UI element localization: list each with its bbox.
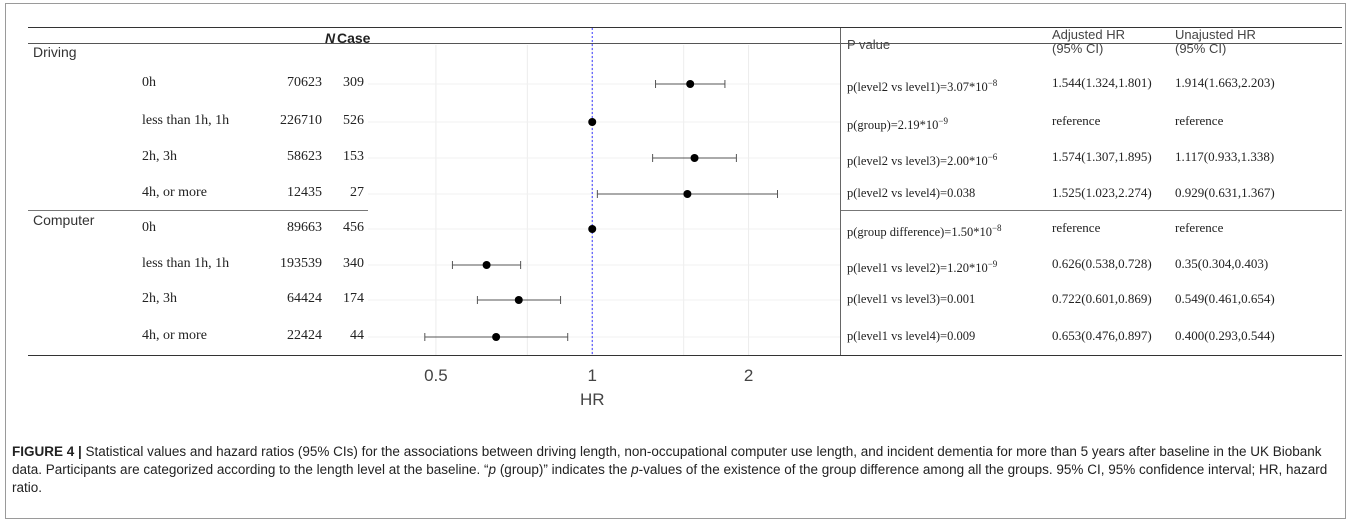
row-p-value: p(level1 vs level4)=0.009 bbox=[847, 328, 975, 344]
p-value-exponent: −9 bbox=[987, 259, 998, 269]
caption-text-c: -values of the existence of the group di… bbox=[12, 462, 1328, 495]
group-label-computer: Computer bbox=[33, 212, 95, 228]
x-tick-label: 1 bbox=[587, 366, 596, 385]
row-level: 4h, or more bbox=[142, 185, 207, 200]
row-n: 226710 bbox=[280, 113, 322, 128]
row-case: 27 bbox=[350, 185, 364, 200]
header-case: Case bbox=[337, 30, 371, 46]
table-bottom-rule bbox=[28, 355, 1342, 356]
row-p-value: p(group difference)=1.50*10−8 bbox=[847, 220, 1002, 240]
row-case: 456 bbox=[343, 220, 364, 235]
p-value-exponent: −8 bbox=[991, 223, 1002, 233]
row-level: less than 1h, 1h bbox=[142, 256, 230, 271]
group-divider-left bbox=[28, 210, 368, 211]
hr-point bbox=[492, 333, 501, 341]
row-unadjusted-hr: 0.400(0.293,0.544) bbox=[1175, 328, 1275, 343]
caption-text-b: (group)” indicates the bbox=[496, 462, 632, 477]
row-case: 174 bbox=[343, 291, 364, 306]
header-adjusted-hr-1: Adjusted HR bbox=[1052, 27, 1125, 42]
caption-label: FIGURE 4 | bbox=[12, 444, 82, 459]
figure-frame bbox=[5, 3, 1346, 519]
row-level: 2h, 3h bbox=[142, 149, 177, 164]
caption-text-a: Statistical values and hazard ratios (95… bbox=[12, 444, 1322, 477]
p-value-text: p(group)=2.19*10 bbox=[847, 118, 939, 133]
x-tick-label: 2 bbox=[744, 366, 753, 385]
p-value-text: p(level2 vs level4)=0.038 bbox=[847, 186, 976, 200]
p-value-exponent: −9 bbox=[938, 116, 948, 126]
row-adjusted-hr: 0.626(0.538,0.728) bbox=[1052, 256, 1152, 271]
header-adjusted-hr-2: (95% CI) bbox=[1052, 41, 1104, 56]
caption-p-italic: p bbox=[488, 462, 497, 477]
hr-point bbox=[482, 261, 491, 269]
row-unadjusted-hr: 0.929(0.631,1.367) bbox=[1175, 185, 1275, 200]
p-value-text: p(level2 vs level3)=2.00*10 bbox=[847, 154, 988, 169]
row-p-value: p(level2 vs level3)=2.00*10−6 bbox=[847, 149, 997, 169]
row-level: 2h, 3h bbox=[142, 291, 177, 306]
hr-point bbox=[690, 154, 699, 162]
pvalue-column-divider bbox=[840, 28, 841, 355]
p-value-text: p(level2 vs level1)=3.07*10 bbox=[847, 80, 988, 95]
row-case: 526 bbox=[343, 113, 364, 128]
row-unadjusted-hr: 0.549(0.461,0.654) bbox=[1175, 291, 1275, 306]
row-n: 22424 bbox=[287, 328, 322, 343]
header-unadjusted-hr-1: Unajusted HR bbox=[1175, 27, 1256, 42]
row-case: 153 bbox=[343, 149, 364, 164]
group-label-driving: Driving bbox=[33, 44, 77, 60]
row-adjusted-hr: 0.653(0.476,0.897) bbox=[1052, 328, 1152, 343]
row-unadjusted-hr: reference bbox=[1175, 220, 1224, 235]
header-rule-left bbox=[28, 43, 840, 44]
row-unadjusted-hr: 0.35(0.304,0.403) bbox=[1175, 256, 1269, 271]
row-unadjusted-hr: 1.117(0.933,1.338) bbox=[1175, 149, 1275, 164]
header-rule-right bbox=[840, 43, 1342, 44]
row-n: 58623 bbox=[287, 149, 322, 164]
row-n: 70623 bbox=[287, 75, 322, 90]
p-value-exponent: −8 bbox=[987, 78, 998, 88]
row-p-value: p(level1 vs level2)=1.20*10−9 bbox=[847, 256, 997, 276]
x-axis-label: HR bbox=[580, 390, 605, 409]
row-level: 0h bbox=[142, 220, 156, 235]
row-level: 4h, or more bbox=[142, 328, 207, 343]
row-n: 89663 bbox=[287, 220, 322, 235]
row-adjusted-hr: 0.722(0.601,0.869) bbox=[1052, 291, 1152, 306]
caption-p-italic-2: p bbox=[631, 462, 639, 477]
p-value-text: p(level1 vs level4)=0.009 bbox=[847, 329, 976, 343]
table-top-rule bbox=[28, 27, 1342, 28]
header-unadjusted-hr-2: (95% CI) bbox=[1175, 41, 1227, 56]
group-divider-right bbox=[840, 210, 1342, 211]
row-adjusted-hr: reference bbox=[1052, 220, 1101, 235]
p-value-exponent: −6 bbox=[987, 152, 998, 162]
x-tick-label: 0.5 bbox=[424, 366, 448, 385]
p-value-text: p(group difference)=1.50*10 bbox=[847, 225, 992, 240]
row-adjusted-hr: reference bbox=[1052, 113, 1101, 128]
hr-point bbox=[588, 118, 597, 126]
row-unadjusted-hr: 1.914(1.663,2.203) bbox=[1175, 75, 1275, 90]
row-n: 64424 bbox=[287, 291, 322, 306]
hr-point bbox=[686, 80, 695, 88]
row-adjusted-hr: 1.574(1.307,1.895) bbox=[1052, 149, 1152, 164]
hr-point bbox=[588, 225, 597, 233]
row-adjusted-hr: 1.525(1.023,2.274) bbox=[1052, 185, 1152, 200]
row-case: 309 bbox=[343, 75, 364, 90]
hr-point bbox=[514, 296, 523, 304]
hr-point bbox=[683, 190, 692, 198]
row-case: 44 bbox=[350, 328, 364, 343]
row-adjusted-hr: 1.544(1.324,1.801) bbox=[1052, 75, 1152, 90]
row-n: 12435 bbox=[287, 185, 322, 200]
row-unadjusted-hr: reference bbox=[1175, 113, 1224, 128]
header-p-value: P value bbox=[847, 37, 891, 52]
header-n: N bbox=[325, 30, 336, 46]
forest-plot: 0.5 1 2 HR bbox=[368, 28, 840, 409]
row-level: 0h bbox=[142, 75, 156, 90]
row-p-value: p(level1 vs level3)=0.001 bbox=[847, 291, 975, 307]
row-p-value: p(level2 vs level1)=3.07*10−8 bbox=[847, 75, 997, 95]
row-p-value: p(level2 vs level4)=0.038 bbox=[847, 185, 975, 201]
p-value-text: p(level1 vs level3)=0.001 bbox=[847, 292, 976, 306]
row-p-value: p(group)=2.19*10−9 bbox=[847, 113, 948, 133]
row-level: less than 1h, 1h bbox=[142, 113, 230, 128]
p-value-text: p(level1 vs level2)=1.20*10 bbox=[847, 261, 988, 276]
row-case: 340 bbox=[343, 256, 364, 271]
figure-caption: FIGURE 4 | Statistical values and hazard… bbox=[12, 443, 1342, 497]
row-n: 193539 bbox=[280, 256, 322, 271]
